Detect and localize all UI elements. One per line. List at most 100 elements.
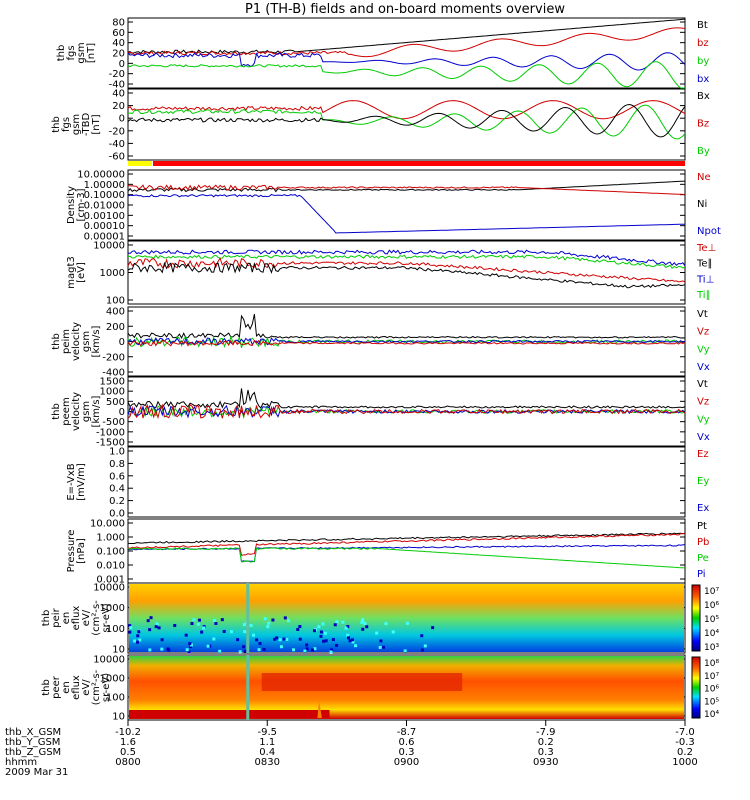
spectrogram-pixel [331,638,335,642]
spectrogram-pixel [189,643,193,647]
trace-vt [127,313,686,339]
ytick-label: -1500 [96,438,125,449]
y-axis-label: thbfgsgsm-TBD[nT] [51,113,102,137]
spectrogram-pixel [135,640,139,644]
legend-ti⊥: Ti⊥ [696,274,714,285]
y-axis-label: E=-VxB[mV/m] [66,463,87,501]
y-axis-label: thbfgsgsm[nT] [56,42,97,63]
spectrogram-pixel [173,624,177,628]
y-axis-label-line: eV/ [81,679,92,696]
colorbar-label: 10⁷ [704,587,719,597]
spectrogram-pixel [365,625,369,629]
spectrogram-pixel [278,638,282,642]
spectrogram-pixel [292,648,296,652]
xtick-label: -10.2 [115,727,141,738]
legend-by: By [697,146,710,157]
spectrogram-pixel [335,620,339,624]
spectrogram-pixel [146,619,150,623]
spectrogram-pixel [283,616,287,620]
panel-traces [127,313,686,349]
legend-vy: Vy [697,344,710,355]
xtick-label: 0.6 [399,737,415,748]
y-axis-label-line: E=-VxB [66,463,77,500]
legend-vx: Vx [697,432,710,443]
spectrogram-pixel [128,624,132,628]
legend-vy: Vy [697,414,710,425]
trace-ti-perp [127,249,686,267]
ytick-label: 10000 [93,583,125,594]
y-axis-label-line: sr-eV) [101,603,112,632]
spectrogram-pixel [197,618,201,622]
trace-vx [127,337,686,346]
legend-bx: Bx [697,91,710,102]
ytick-label: 0.010 [96,561,125,572]
y-axis-label-line: peem [61,397,72,425]
spectrogram-pixel [305,643,309,647]
trace-ni [127,180,686,193]
spectrogram-pixel [431,626,435,630]
ytick-label: 10.00000 [77,170,125,181]
spectrogram-pixel [285,637,289,641]
legend-bx: bx [697,74,709,85]
y-axis-label: thbpeimvelocitygsm[km/s] [51,322,102,361]
figure-title: P1 (TH-B) fields and on-board moments ov… [245,2,565,17]
ytick-label: 100 [106,296,125,307]
spectrogram-pixel [312,629,316,633]
y-axis-label-line: thb [51,116,62,133]
spectrogram-pixel [129,626,133,630]
ytick-label: -60 [109,152,125,163]
ytick-label: 100 [106,624,125,635]
ytick-label: 10 [112,645,125,656]
ytick-label: -20 [109,69,125,80]
trace-ti-par [127,254,686,269]
legend-te∥: Te∥ [696,259,713,270]
spectrogram-pixel [185,648,189,652]
trace-te-par [127,261,686,289]
spectrogram-pixel [138,638,142,642]
legend-vt: Vt [697,379,708,390]
ytick-label: 1000 [100,387,125,398]
xtick-label: 0800 [115,757,140,768]
spectrogram-pixel [423,644,427,648]
legend-bz: Bz [697,119,709,130]
spectrogram-pixel [262,647,266,651]
panel-frame [127,376,686,447]
y-axis-label-line: magt3 [66,256,77,289]
ytick-label: 20 [112,49,125,60]
spectrogram-pixel [363,622,367,626]
ytick-label: 0.6 [109,471,125,482]
ytick-label: -500 [102,417,125,428]
spectrogram-pixel [212,637,216,641]
spectrogram-pixel [275,636,279,640]
spectrogram-pixel [220,618,224,622]
spectrogram-pixel [350,638,354,642]
xtick-label: -7.9 [536,727,556,738]
ytick-label: 0 [119,407,125,418]
ytick-label: -40 [109,80,125,91]
y-axis-label-line: en [61,681,72,694]
legend-vz: Vz [697,397,709,408]
ytick-label: -1000 [96,427,125,438]
y-axis-label-line: Pressure [66,530,77,573]
ytick-label: -20 [109,126,125,137]
legend-pe: Pe [697,553,709,564]
spectrogram-pixel [420,634,424,638]
xtick-label: 1.1 [259,737,275,748]
spectrogram-pixel [333,623,337,627]
legend-bt: Bt [697,20,708,31]
ytick-label: 0 [119,337,125,348]
spectrogram-pixel [154,625,158,629]
y-axis-label-line: Density [66,186,77,224]
spectrogram-pixel [249,623,253,627]
xtick-label: 0.2 [677,747,693,758]
panel-temperature: 10000 1000 100 magt3[eV] Te⊥ Te∥ Ti⊥ Ti∥ [66,240,716,307]
legend-pb: Pb [697,537,709,548]
ytick-label: 10000 [93,655,125,666]
y-axis-label-line: velocity [71,392,82,431]
ytick-label: 10.000 [90,519,125,530]
y-axis-label: Density[cm-3] [66,186,87,224]
spectrogram-pixel [382,645,386,649]
spectrogram-pixel [148,628,152,632]
spectrogram-pixel [405,621,409,625]
